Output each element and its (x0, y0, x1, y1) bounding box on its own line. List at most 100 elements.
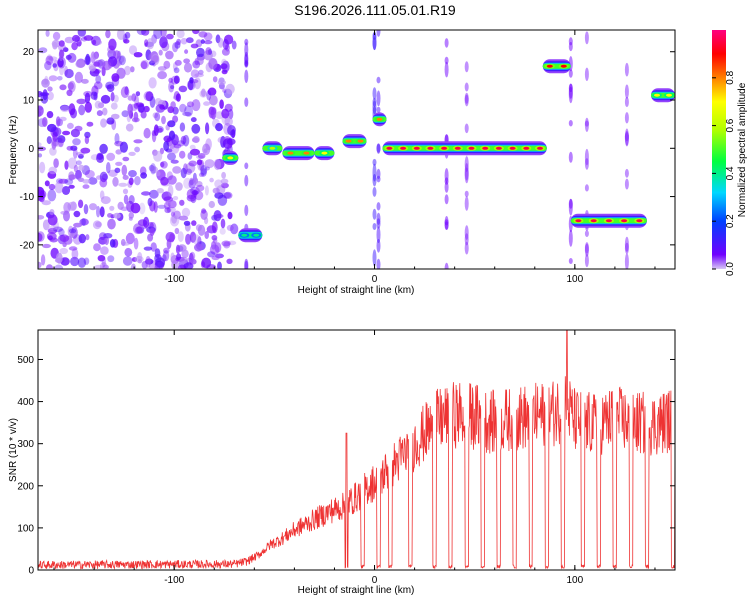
noise-blob (167, 152, 176, 161)
noise-blob (70, 108, 77, 119)
noise-blob (191, 220, 197, 226)
noise-blob (115, 161, 123, 166)
noise-blob (130, 263, 137, 269)
colorbar-tick-label: 0.4 (725, 166, 736, 180)
spectrogram-y-axis-label: Frequency (Hz) (8, 116, 19, 185)
stripe-blob (464, 82, 469, 92)
noise-blob (179, 122, 186, 132)
noise-blob (122, 188, 129, 195)
noise-blob (118, 182, 128, 187)
snr-y-tick-label: 200 (17, 481, 34, 492)
noise-blob (201, 88, 206, 97)
stripe-blob (372, 208, 377, 220)
spectrogram-y-tick-label: 0 (28, 144, 34, 155)
stripe-blob (568, 83, 573, 93)
noise-blob (64, 160, 69, 170)
stripe-blob (376, 168, 381, 180)
stripe-blob (444, 219, 449, 226)
stripe-blob (244, 69, 249, 84)
noise-blob (128, 212, 134, 219)
noise-blob (101, 256, 106, 268)
noise-blob (64, 68, 74, 79)
noise-blob (73, 222, 83, 228)
noise-blob (231, 40, 237, 50)
noise-blob (38, 215, 45, 220)
noise-blob (99, 143, 108, 154)
stripe-blob (464, 61, 469, 73)
stripe-blob (376, 258, 381, 269)
noise-blob (217, 37, 224, 48)
noise-blob (45, 264, 54, 269)
noise-blob (38, 146, 46, 152)
noise-blob (110, 102, 118, 110)
noise-blob (47, 189, 57, 202)
signal-peak (654, 93, 660, 97)
noise-blob (172, 196, 179, 201)
noise-blob (168, 130, 176, 141)
noise-blob (38, 105, 44, 117)
spectrogram-y-tick-label: 20 (23, 47, 35, 58)
noise-blob (198, 31, 208, 38)
noise-blob (114, 133, 120, 145)
snr-y-tick-label: 400 (17, 397, 34, 408)
noise-blob (41, 79, 49, 85)
noise-blob (47, 86, 53, 92)
noise-blob (113, 50, 121, 60)
stripe-blob (372, 97, 377, 107)
noise-blob (146, 38, 155, 50)
noise-blob (65, 54, 72, 60)
noise-blob (220, 63, 228, 70)
noise-blob (137, 252, 143, 262)
noise-blob (68, 184, 75, 189)
noise-blob (183, 220, 191, 226)
noise-blob (202, 143, 211, 156)
noise-blob (122, 175, 129, 180)
noise-blob (76, 98, 87, 105)
noise-blob (167, 175, 177, 185)
noise-blob (160, 161, 168, 169)
signal-peak (621, 219, 628, 223)
noise-blob (83, 257, 90, 265)
stripe-blob (372, 174, 377, 187)
noise-blob (54, 264, 64, 269)
noise-blob (140, 110, 147, 119)
noise-blob (68, 228, 77, 234)
noise-blob (49, 209, 55, 216)
noise-blob (150, 163, 156, 175)
noise-blob (193, 177, 199, 184)
noise-blob (203, 101, 211, 106)
noise-blob (163, 247, 170, 254)
stripe-blob (244, 162, 249, 170)
noise-blob (155, 257, 166, 268)
noise-blob (106, 84, 115, 93)
noise-blob (84, 170, 95, 179)
noise-blob (212, 76, 218, 83)
noise-blob (68, 174, 77, 180)
stripe-blob (584, 184, 589, 192)
noise-blob (184, 49, 189, 54)
snr-x-tick-label: -100 (164, 575, 184, 586)
noise-blob (141, 30, 150, 36)
noise-blob (211, 241, 217, 250)
noise-blob (191, 123, 201, 134)
stripe-blob (372, 186, 377, 197)
stripe-blob (568, 69, 573, 78)
noise-blob (143, 91, 152, 101)
noise-blob (52, 31, 61, 41)
noise-blob (61, 186, 71, 195)
stripe-blob (568, 151, 573, 163)
stripe-blob (372, 158, 377, 166)
stripe-blob (444, 262, 449, 269)
snr-x-tick-label: 100 (566, 575, 583, 586)
noise-blob (135, 91, 141, 97)
noise-blob (55, 252, 63, 264)
noise-blob (173, 143, 182, 149)
noise-blob (114, 167, 121, 173)
signal-peak (537, 146, 543, 150)
colorbar: 0.0 0.2 0.4 0.6 0.8 Normalized spectral ampl… (712, 30, 748, 276)
stripe-blob (376, 226, 381, 244)
noise-blob (176, 38, 182, 46)
noise-blob (94, 39, 102, 45)
noise-blob (67, 122, 74, 129)
signal-peak (560, 64, 567, 68)
